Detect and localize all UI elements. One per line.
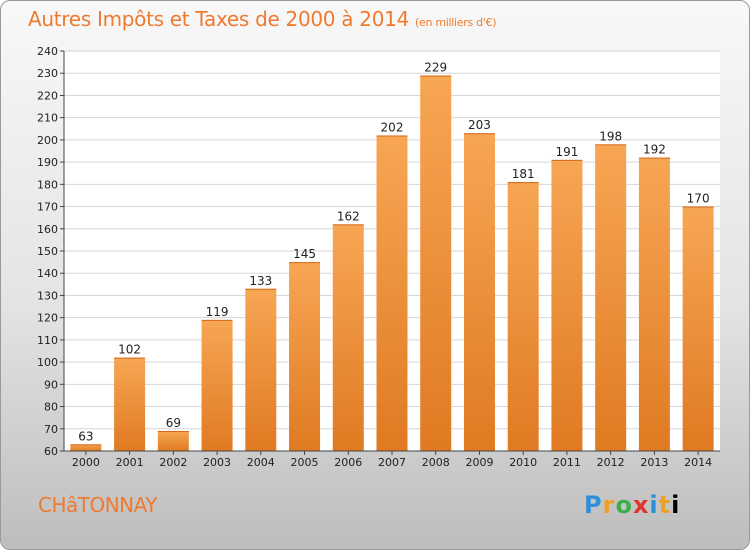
y-tick-label: 170 (37, 201, 58, 214)
y-tick-label: 180 (37, 178, 58, 191)
y-tick-label: 160 (37, 223, 58, 236)
data-label: 229 (424, 60, 447, 74)
data-label: 202 (381, 120, 404, 134)
bar (70, 444, 102, 451)
chart-title-text: Autres Impôts et Taxes de 2000 à 2014 (28, 7, 409, 31)
y-tick-label: 60 (44, 445, 58, 458)
data-label: 102 (118, 343, 141, 357)
y-tick-label: 90 (44, 378, 58, 391)
x-tick-label: 2001 (116, 456, 144, 469)
x-tick-label: 2007 (378, 456, 406, 469)
bar (638, 157, 670, 451)
bar (245, 288, 277, 451)
logo-letter: i (671, 491, 681, 519)
y-tick-label: 120 (37, 312, 58, 325)
commune-name: CHâTONNAY (38, 493, 158, 517)
data-label: 203 (468, 118, 491, 132)
logo-letter: P (584, 491, 603, 519)
bar (420, 75, 452, 451)
data-label: 63 (78, 429, 93, 443)
chart-title: Autres Impôts et Taxes de 2000 à 2014 (en… (28, 7, 496, 31)
y-tick-label: 210 (37, 112, 58, 125)
y-tick-label: 140 (37, 267, 58, 280)
x-tick-label: 2009 (465, 456, 493, 469)
data-label: 145 (293, 247, 316, 261)
bar (157, 431, 189, 451)
chart-subtitle: (en milliers d'€) (415, 16, 497, 29)
bar (332, 224, 364, 451)
logo-letter: t (658, 491, 672, 519)
x-tick-label: 2008 (422, 456, 450, 469)
logo-letter: x (632, 491, 650, 519)
y-tick-label: 190 (37, 156, 58, 169)
logo-letter: o (615, 491, 633, 519)
y-tick-label: 130 (37, 289, 58, 302)
x-tick-label: 2012 (597, 456, 625, 469)
data-label: 119 (206, 305, 229, 319)
data-label: 181 (512, 167, 535, 181)
x-tick-label: 2003 (203, 456, 231, 469)
bar (201, 319, 233, 451)
bar (682, 206, 714, 451)
x-tick-label: 2011 (553, 456, 581, 469)
logo-letter: r (602, 491, 616, 519)
x-tick-label: 2010 (509, 456, 537, 469)
x-tick-label: 2002 (159, 456, 187, 469)
bar (114, 357, 146, 451)
data-label: 162 (337, 209, 360, 223)
bar (289, 262, 321, 451)
y-tick-label: 240 (37, 45, 58, 58)
data-label: 133 (249, 274, 272, 288)
bar (551, 159, 583, 451)
y-tick-label: 100 (37, 356, 58, 369)
bar (463, 133, 495, 451)
x-tick-label: 2006 (334, 456, 362, 469)
data-label: 191 (555, 145, 578, 159)
y-tick-label: 110 (37, 334, 58, 347)
y-tick-label: 150 (37, 245, 58, 258)
y-tick-label: 220 (37, 89, 58, 102)
x-tick-label: 2004 (247, 456, 275, 469)
proxiti-logo: Proxiti (584, 491, 680, 519)
bar (595, 144, 627, 452)
y-tick-label: 80 (44, 401, 58, 414)
x-tick-label: 2005 (291, 456, 319, 469)
y-tick-label: 70 (44, 423, 58, 436)
y-tick-label: 230 (37, 67, 58, 80)
x-tick-label: 2014 (684, 456, 712, 469)
bar (376, 135, 408, 451)
data-label: 192 (643, 143, 666, 157)
bar (507, 182, 539, 451)
data-label: 69 (166, 416, 181, 430)
y-tick-label: 200 (37, 134, 58, 147)
logo-letter: i (649, 491, 659, 519)
x-tick-label: 2013 (640, 456, 668, 469)
x-tick-label: 2000 (72, 456, 100, 469)
data-label: 198 (599, 129, 622, 143)
data-label: 170 (687, 192, 710, 206)
